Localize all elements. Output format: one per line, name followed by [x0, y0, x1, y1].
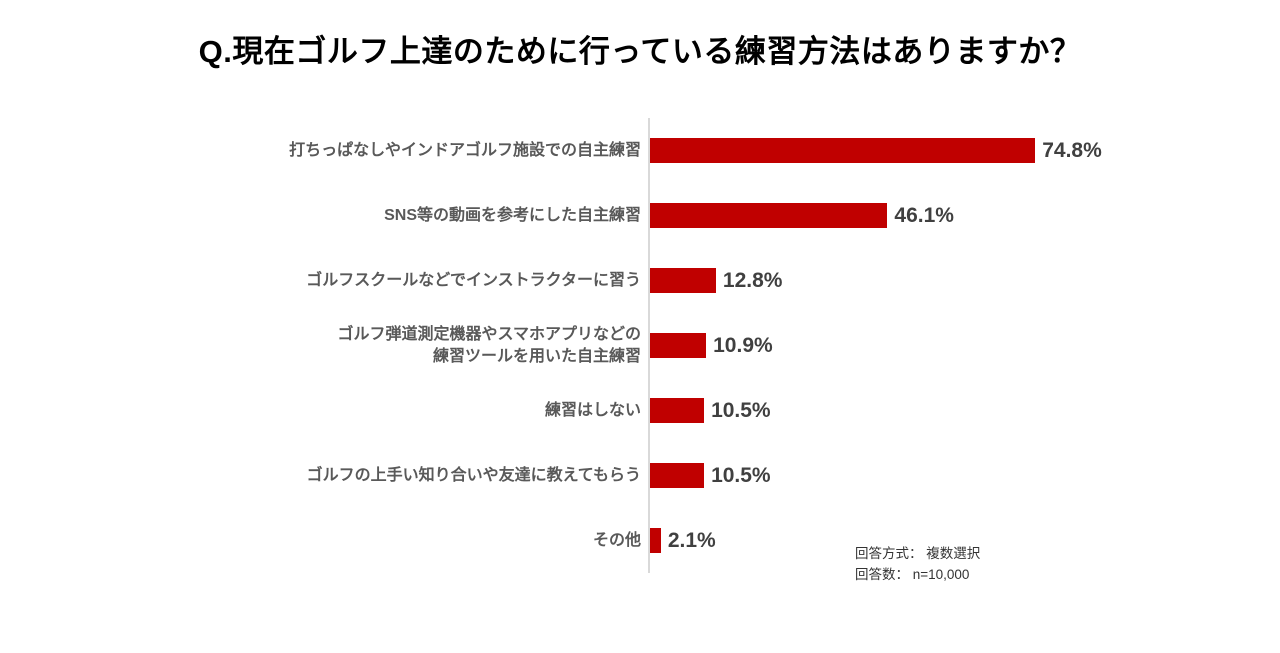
chart-row: その他 2.1%: [193, 508, 1193, 573]
value-label: 12.8%: [722, 268, 783, 292]
chart-row: ゴルフ弾道測定機器やスマホアプリなどの 練習ツールを用いた自主練習 10.9%: [193, 313, 1193, 378]
value-label: 10.9%: [713, 333, 773, 357]
bar-track: 10.5%: [650, 443, 1193, 508]
bar-track: 12.8%: [650, 248, 1193, 313]
category-label: ゴルフスクールなどでインストラクターに習う: [306, 271, 641, 289]
response-count: 回答数： n=10,000: [855, 566, 970, 582]
bar-track: 10.9%: [650, 313, 1193, 378]
bar: [650, 463, 705, 488]
category-label: その他: [592, 531, 641, 549]
category-label: ゴルフの上手い知り合いや友達に教えてもらう: [306, 466, 641, 484]
value-label: 46.1%: [894, 203, 954, 227]
y-axis-line: [648, 118, 650, 573]
value-label: 10.5%: [711, 463, 771, 487]
category-label: SNS等の動画を参考にした自主練習: [384, 206, 641, 224]
bar: [650, 268, 716, 293]
value-label: 2.1%: [667, 528, 716, 552]
bar: [650, 203, 888, 228]
bar: [650, 333, 707, 358]
bar: [650, 138, 1036, 163]
bar-chart: 打ちっぱなしやインドアゴルフ施設での自主練習 74.8% SNS等の動画を参考に…: [193, 118, 1193, 573]
category-label: 練習はしない: [544, 401, 641, 419]
bar-track: 46.1%: [650, 183, 1193, 248]
chart-row: SNS等の動画を参考にした自主練習 46.1%: [193, 183, 1193, 248]
value-label: 10.5%: [711, 398, 771, 422]
bar-track: 74.8%: [650, 118, 1193, 183]
chart-row: ゴルフスクールなどでインストラクターに習う 12.8%: [193, 248, 1193, 313]
bar: [650, 528, 661, 553]
bar-track: 10.5%: [650, 378, 1193, 443]
value-label: 74.8%: [1042, 138, 1102, 162]
chart-title: Q.現在ゴルフ上達のために行っている練習方法はありますか？: [198, 34, 1082, 69]
chart-row: ゴルフの上手い知り合いや友達に教えてもらう 10.5%: [193, 443, 1193, 508]
chart-rows: 打ちっぱなしやインドアゴルフ施設での自主練習 74.8% SNS等の動画を参考に…: [193, 118, 1193, 573]
category-label: ゴルフ弾道測定機器やスマホアプリなどの 練習ツールを用いた自主練習: [337, 325, 641, 365]
bar: [650, 398, 705, 423]
response-method: 回答方式： 複数選択: [855, 546, 981, 561]
category-label: 打ちっぱなしやインドアゴルフ施設での自主練習: [289, 141, 641, 159]
footnote: 回答方式： 複数選択 回答数： n=10,000: [855, 544, 980, 586]
bar-track: 2.1%: [650, 508, 1193, 573]
chart-row: 打ちっぱなしやインドアゴルフ施設での自主練習 74.8%: [193, 118, 1193, 183]
chart-row: 練習はしない 10.5%: [193, 378, 1193, 443]
